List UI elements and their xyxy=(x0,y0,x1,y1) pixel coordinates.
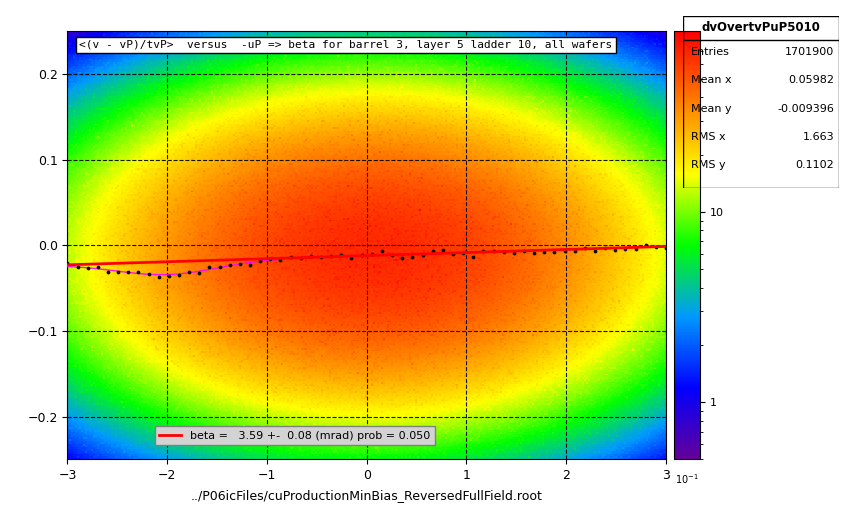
Text: RMS y: RMS y xyxy=(690,160,725,170)
Point xyxy=(121,268,135,276)
Legend: beta =   3.59 +-  0.08 (mrad) prob = 0.050: beta = 3.59 +- 0.08 (mrad) prob = 0.050 xyxy=(155,426,435,445)
Point xyxy=(202,263,216,271)
Point xyxy=(91,263,105,271)
Point xyxy=(456,248,470,257)
Point xyxy=(588,246,602,255)
Point xyxy=(375,247,389,256)
Point xyxy=(304,252,318,260)
Point xyxy=(264,255,277,263)
Point xyxy=(609,246,622,254)
Text: -0.009396: -0.009396 xyxy=(777,103,834,113)
Point xyxy=(599,244,612,253)
Point xyxy=(294,254,308,262)
Text: $10^{-1}$: $10^{-1}$ xyxy=(675,472,699,486)
Point xyxy=(486,247,500,256)
Text: Mean x: Mean x xyxy=(690,75,731,85)
Point xyxy=(538,247,551,256)
Point xyxy=(234,260,247,268)
Point xyxy=(101,268,115,276)
Point xyxy=(436,245,449,254)
Point xyxy=(162,272,175,280)
Point xyxy=(213,263,227,271)
Point xyxy=(132,268,145,277)
Point xyxy=(365,250,379,258)
Point xyxy=(152,272,165,281)
Point xyxy=(446,250,459,258)
Point xyxy=(416,251,429,259)
Point xyxy=(497,247,510,256)
Point xyxy=(142,270,155,278)
Point xyxy=(395,254,409,262)
Point xyxy=(335,251,348,259)
Point xyxy=(182,268,196,277)
Point xyxy=(426,247,439,256)
Point xyxy=(71,263,84,271)
Point xyxy=(629,245,642,253)
Point xyxy=(568,247,582,255)
Point xyxy=(558,247,572,255)
Point xyxy=(528,248,541,257)
Point xyxy=(254,257,267,265)
Point xyxy=(314,253,328,262)
Point xyxy=(274,255,287,264)
Text: RMS x: RMS x xyxy=(690,132,725,142)
Text: Mean y: Mean y xyxy=(690,103,731,113)
Point xyxy=(639,241,652,250)
Point xyxy=(192,269,206,278)
Point xyxy=(476,247,490,255)
Point xyxy=(659,243,673,252)
Point xyxy=(619,245,632,254)
Point xyxy=(578,244,592,252)
X-axis label: ../P06icFiles/cuProductionMinBias_ReversedFullField.root: ../P06icFiles/cuProductionMinBias_Revers… xyxy=(191,489,543,502)
Point xyxy=(507,248,520,257)
Point xyxy=(325,252,338,260)
Text: dvOvertvPuP5010: dvOvertvPuP5010 xyxy=(701,21,820,34)
Point xyxy=(385,251,399,259)
Point xyxy=(111,267,125,276)
Text: 1701900: 1701900 xyxy=(785,46,834,57)
Point xyxy=(355,251,368,259)
Point xyxy=(81,264,94,272)
Point xyxy=(223,261,237,269)
Text: 0.05982: 0.05982 xyxy=(788,75,834,85)
Text: Entries: Entries xyxy=(690,46,729,57)
Point xyxy=(649,243,663,251)
Point xyxy=(61,259,74,268)
Point xyxy=(244,260,257,269)
Text: 0.1102: 0.1102 xyxy=(795,160,834,170)
Point xyxy=(548,248,561,256)
Point xyxy=(172,270,185,279)
Point xyxy=(518,247,531,256)
Point xyxy=(466,253,480,261)
Point xyxy=(405,253,419,262)
Point xyxy=(284,253,298,261)
Text: 1.663: 1.663 xyxy=(803,132,834,142)
Text: <(v - vP)/tvP>  versus  -uP => beta for barrel 3, layer 5 ladder 10, all wafers: <(v - vP)/tvP> versus -uP => beta for ba… xyxy=(79,40,613,50)
Point xyxy=(345,254,358,262)
